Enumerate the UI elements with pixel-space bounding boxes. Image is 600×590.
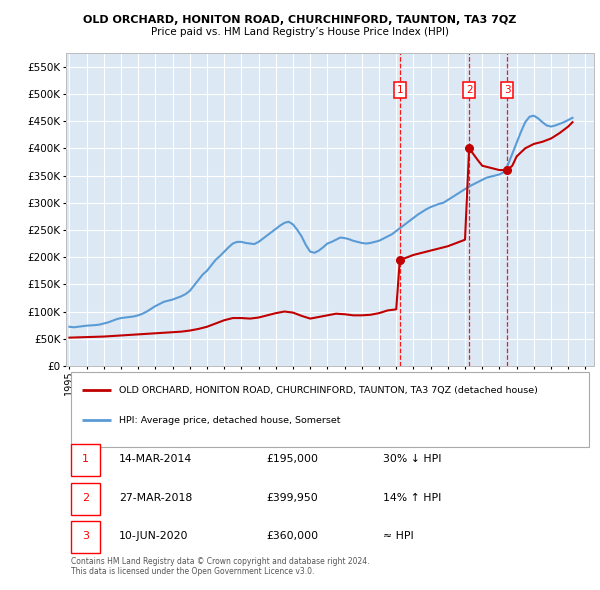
FancyBboxPatch shape	[71, 483, 100, 514]
Text: Contains HM Land Registry data © Crown copyright and database right 2024.
This d: Contains HM Land Registry data © Crown c…	[71, 557, 370, 576]
Text: 3: 3	[504, 85, 511, 95]
Text: 2: 2	[82, 493, 89, 503]
Text: 1: 1	[397, 85, 403, 95]
FancyBboxPatch shape	[71, 444, 100, 476]
Text: 27-MAR-2018: 27-MAR-2018	[119, 493, 192, 503]
Text: 14-MAR-2014: 14-MAR-2014	[119, 454, 192, 464]
Text: 2: 2	[466, 85, 472, 95]
Text: HPI: Average price, detached house, Somerset: HPI: Average price, detached house, Some…	[119, 415, 340, 425]
FancyBboxPatch shape	[71, 372, 589, 447]
FancyBboxPatch shape	[71, 521, 100, 553]
Text: OLD ORCHARD, HONITON ROAD, CHURCHINFORD, TAUNTON, TA3 7QZ: OLD ORCHARD, HONITON ROAD, CHURCHINFORD,…	[83, 15, 517, 25]
Text: 30% ↓ HPI: 30% ↓ HPI	[383, 454, 442, 464]
Text: Price paid vs. HM Land Registry’s House Price Index (HPI): Price paid vs. HM Land Registry’s House …	[151, 27, 449, 37]
Text: 3: 3	[82, 531, 89, 541]
Text: 1: 1	[82, 454, 89, 464]
Text: £360,000: £360,000	[266, 531, 319, 541]
Text: 10-JUN-2020: 10-JUN-2020	[119, 531, 188, 541]
Text: £399,950: £399,950	[266, 493, 319, 503]
Text: ≈ HPI: ≈ HPI	[383, 531, 413, 541]
Text: 14% ↑ HPI: 14% ↑ HPI	[383, 493, 441, 503]
Text: £195,000: £195,000	[266, 454, 319, 464]
Text: OLD ORCHARD, HONITON ROAD, CHURCHINFORD, TAUNTON, TA3 7QZ (detached house): OLD ORCHARD, HONITON ROAD, CHURCHINFORD,…	[119, 386, 538, 395]
